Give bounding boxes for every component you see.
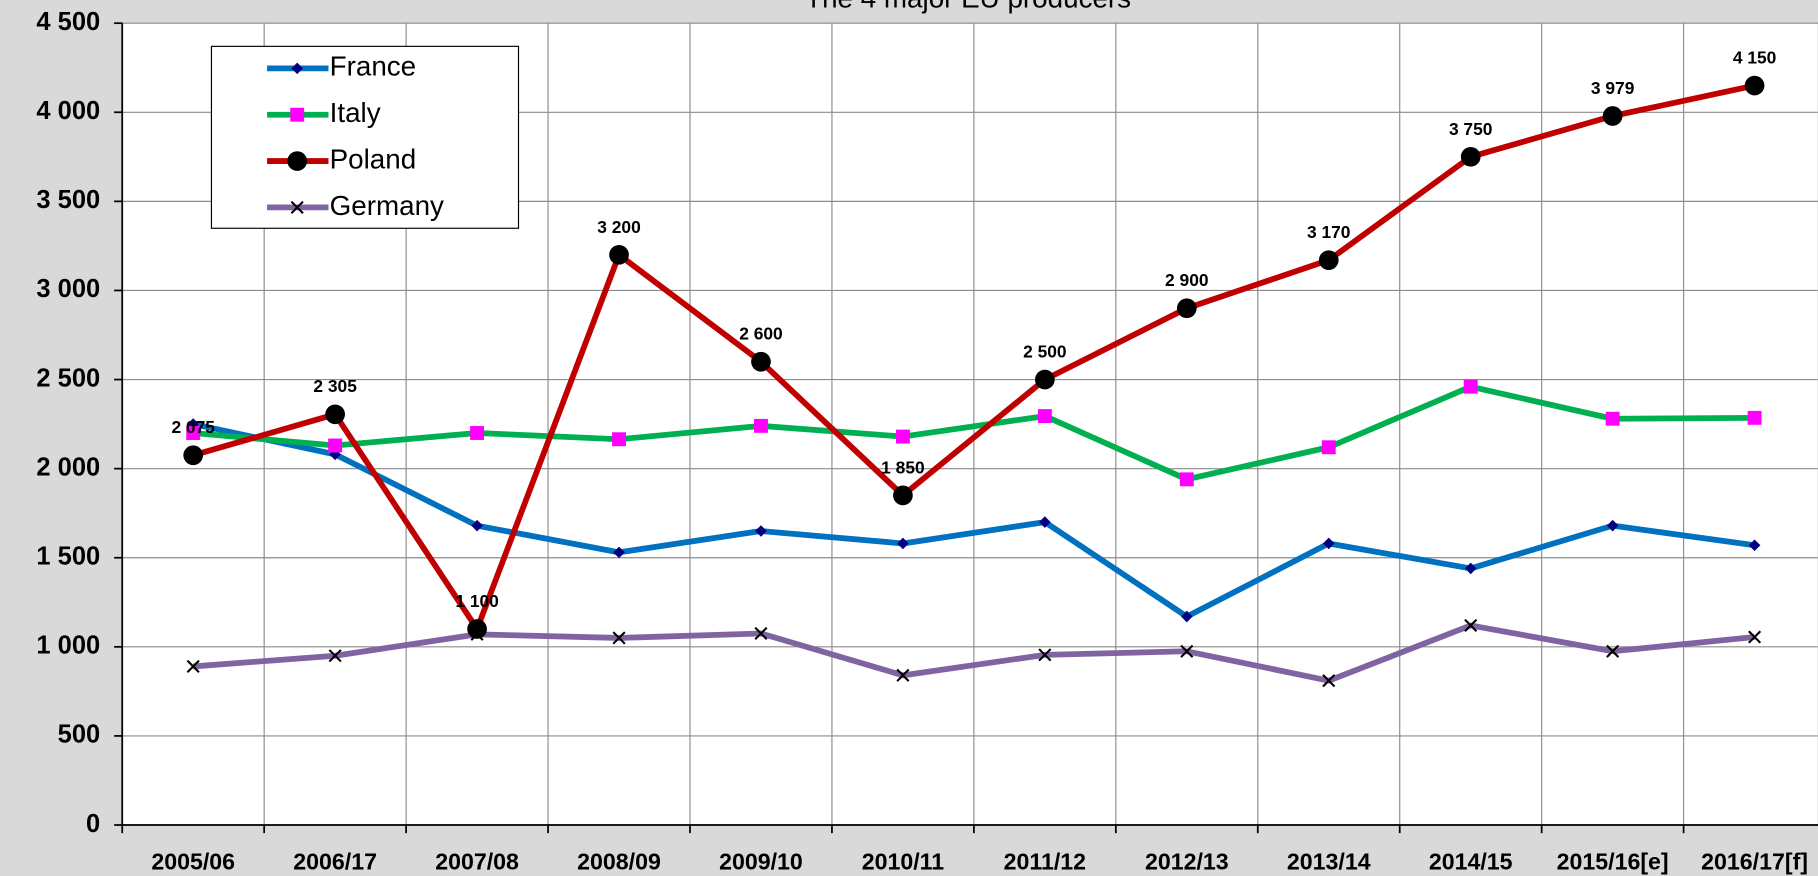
marker: [186, 659, 200, 673]
marker: [287, 151, 308, 171]
marker: [1464, 562, 1477, 575]
y-tick-label: 3 500: [36, 186, 100, 214]
y-tick-label: 1 500: [36, 542, 100, 570]
marker: [896, 668, 910, 682]
marker: [1606, 519, 1619, 532]
data-label: 1 850: [881, 457, 924, 477]
y-tick-label: 0: [86, 810, 100, 838]
marker: [328, 649, 342, 663]
legend-box: [210, 45, 520, 229]
x-tick-label: 2014/15: [1429, 848, 1513, 874]
data-label: 2 900: [1165, 270, 1208, 290]
legend: France Italy Poland Germany: [210, 45, 520, 229]
marker: [1180, 644, 1194, 658]
marker: [754, 418, 768, 433]
marker: [1039, 516, 1051, 528]
marker: [1321, 440, 1336, 455]
x-tick-label: 2005/06: [151, 848, 235, 874]
x-tick-label: 2009/10: [719, 848, 803, 874]
data-label: 4 150: [1733, 47, 1776, 67]
data-label: 3 979: [1591, 78, 1635, 98]
marker: [1747, 410, 1762, 425]
marker: [325, 404, 345, 425]
marker: [1748, 539, 1761, 552]
marker: [470, 627, 484, 641]
legend-label: Germany: [330, 190, 444, 221]
marker: [183, 445, 204, 466]
x-tick-label: 2015/16[e]: [1557, 848, 1669, 874]
marker: [751, 351, 771, 372]
x-tick-label: 2011/12: [1004, 848, 1086, 874]
y-tick-label: 2 000: [36, 453, 100, 481]
data-label: 2 500: [1023, 341, 1066, 361]
marker: [1464, 618, 1478, 632]
marker: [1463, 379, 1478, 394]
y-tick-label: 4 500: [36, 8, 100, 36]
x-tick-label: 2006/17: [293, 848, 377, 874]
marker: [1037, 409, 1052, 424]
y-tick-label: 4 000: [36, 97, 100, 125]
x-tick-label: 2012/13: [1145, 848, 1229, 874]
marker: [754, 626, 768, 640]
x-tick-label: 2010/11: [862, 848, 945, 874]
marker: [609, 244, 629, 265]
marker: [612, 432, 626, 447]
x-tick-label: 2007/08: [435, 848, 519, 874]
marker: [470, 426, 485, 440]
data-label: 2 075: [171, 417, 215, 437]
chart-title: The 4 major EU producers: [805, 0, 1131, 13]
y-tick-label: 500: [58, 721, 101, 749]
data-label: 1 100: [455, 591, 498, 611]
series-line: [192, 383, 1755, 483]
marker: [612, 631, 626, 645]
legend-label: Italy: [330, 97, 381, 128]
data-label: 3 170: [1307, 222, 1350, 242]
marker: [1748, 630, 1762, 644]
marker: [328, 438, 343, 453]
legend-label: France: [330, 51, 417, 82]
x-tick-label: 2008/09: [577, 848, 661, 874]
marker: [613, 546, 625, 559]
marker: [1035, 369, 1055, 390]
data-label: 2 600: [739, 324, 782, 344]
data-label: 2 305: [313, 376, 357, 396]
marker: [1606, 644, 1620, 658]
marker: [471, 519, 483, 532]
marker: [290, 200, 304, 214]
data-label: 3 200: [597, 217, 640, 237]
marker: [467, 619, 487, 639]
series-line: [192, 82, 1756, 632]
x-tick-label: 2016/17[f]: [1701, 848, 1808, 874]
data-label: 3 750: [1449, 119, 1492, 139]
marker: [1744, 75, 1765, 96]
marker: [1038, 648, 1052, 662]
series-line: [192, 622, 1755, 684]
y-tick-label: 3 000: [36, 275, 100, 303]
x-tick-label: 2013/14: [1287, 848, 1371, 874]
y-tick-label: 2 500: [36, 364, 100, 392]
marker: [1602, 106, 1623, 126]
marker: [1322, 674, 1336, 688]
marker: [1460, 146, 1481, 167]
marker: [893, 485, 913, 506]
marker: [1605, 411, 1620, 426]
marker: [1181, 610, 1193, 623]
marker: [1176, 298, 1197, 319]
legend-label: Poland: [330, 143, 417, 174]
series-line: [192, 421, 1755, 620]
marker: [1179, 472, 1194, 487]
marker: [895, 429, 910, 444]
marker: [186, 426, 201, 440]
y-tick-label: 1 000: [36, 632, 100, 660]
marker: [1318, 250, 1339, 271]
marker: [755, 525, 767, 537]
marker: [290, 107, 305, 122]
